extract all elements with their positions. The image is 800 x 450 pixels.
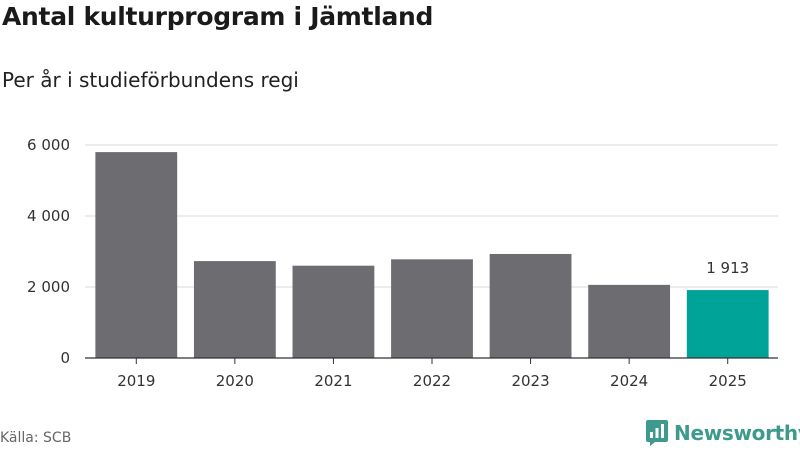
brand-name: Newsworthy: [674, 421, 800, 445]
y-tick-label: 2 000: [27, 278, 70, 296]
y-tick-label: 6 000: [27, 136, 70, 154]
chart-subtitle: Per år i studieförbundens regi: [2, 68, 299, 92]
bar-2024: [588, 284, 671, 358]
bar-2023: [489, 253, 572, 358]
source-note: Källa: SCB: [0, 430, 72, 446]
x-tick-label: 2023: [511, 372, 549, 390]
bar-2025: [686, 290, 769, 358]
bar-2022: [391, 259, 473, 358]
newsworthy-logo-icon: [646, 420, 668, 446]
bar-2019: [95, 152, 178, 358]
y-tick-label: 4 000: [27, 207, 70, 225]
x-tick-label: 2021: [314, 372, 352, 390]
y-tick-label: 0: [60, 349, 70, 367]
data-label: 1 913: [706, 259, 749, 277]
x-tick-label: 2020: [216, 372, 254, 390]
x-tick-label: 2022: [413, 372, 451, 390]
x-tick-label: 2024: [610, 372, 648, 390]
chart-title: Antal kulturprogram i Jämtland: [2, 2, 434, 31]
x-tick-label: 2025: [709, 372, 747, 390]
x-tick-label: 2019: [117, 372, 155, 390]
bar-2021: [292, 265, 375, 358]
bar-2020: [193, 261, 276, 358]
brand-logo[interactable]: Newsworthy: [646, 420, 800, 446]
